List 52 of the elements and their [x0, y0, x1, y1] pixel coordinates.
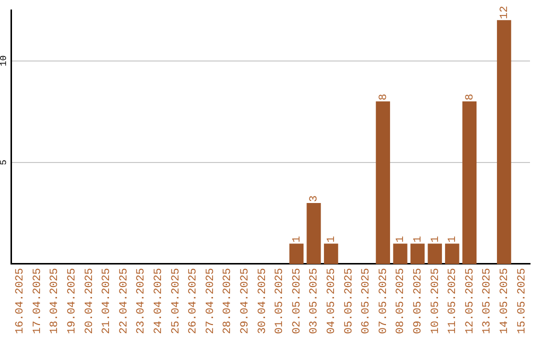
- data-label: 1: [430, 236, 442, 243]
- x-tick-label: 29.04.2025: [239, 268, 252, 334]
- x-tick-label: 23.04.2025: [136, 268, 148, 334]
- bar: [324, 244, 338, 264]
- x-tick-label: 09.05.2025: [412, 268, 424, 334]
- x-tick-label: 07.05.2025: [378, 268, 390, 334]
- x-tick-label: 05.05.2025: [343, 268, 356, 334]
- x-tick-label: 17.04.2025: [32, 268, 44, 334]
- x-tick-label: 02.05.2025: [291, 268, 304, 334]
- x-tick-label: 08.05.2025: [395, 268, 408, 334]
- x-tick-label: 30.04.2025: [256, 268, 269, 334]
- y-tick-label: 5: [0, 160, 9, 166]
- x-tick-label: 03.05.2025: [308, 268, 321, 334]
- x-tick-label: 26.04.2025: [188, 268, 200, 334]
- bar: [393, 244, 408, 264]
- data-label: 1: [326, 236, 338, 243]
- y-tick-label: 10: [0, 55, 9, 66]
- x-tick-label: 19.04.2025: [66, 268, 78, 334]
- x-tick-label: 06.05.2025: [360, 268, 373, 334]
- bar: [445, 244, 460, 264]
- bar: [289, 244, 304, 264]
- data-label: 3: [308, 195, 321, 202]
- x-tick-label: 27.04.2025: [204, 268, 217, 334]
- bar: [376, 101, 390, 264]
- x-tick-label: 24.04.2025: [152, 268, 165, 334]
- x-tick-label: 16.04.2025: [14, 268, 27, 334]
- x-tick-label: 22.04.2025: [118, 268, 130, 334]
- data-label: 1: [395, 236, 408, 243]
- x-tick-label: 14.05.2025: [498, 268, 511, 334]
- data-label: 1: [291, 236, 304, 243]
- data-label: 1: [447, 236, 460, 243]
- data-label: 12: [498, 6, 511, 20]
- x-tick-label: 18.04.2025: [49, 268, 62, 334]
- bar: [428, 244, 442, 264]
- x-tick-label: 21.04.2025: [101, 268, 114, 334]
- x-tick-label: 04.05.2025: [326, 268, 338, 334]
- x-tick-label: 10.05.2025: [430, 268, 442, 334]
- bar: [496, 20, 512, 264]
- x-tick-label: 11.05.2025: [447, 268, 460, 334]
- x-tick-label: 01.05.2025: [274, 268, 286, 334]
- x-tick-label: 12.05.2025: [464, 268, 476, 334]
- bar: [306, 203, 321, 264]
- bar: [410, 244, 425, 264]
- x-tick-label: 15.05.2025: [516, 268, 528, 334]
- data-label: 1: [412, 236, 424, 243]
- data-label: 8: [464, 94, 476, 100]
- x-tick-label: 13.05.2025: [482, 268, 494, 334]
- x-tick-label: 28.04.2025: [222, 268, 234, 334]
- x-tick-label: 25.04.2025: [170, 268, 182, 334]
- bar: [462, 101, 477, 264]
- x-tick-label: 20.04.2025: [84, 268, 96, 334]
- data-label: 8: [378, 94, 390, 100]
